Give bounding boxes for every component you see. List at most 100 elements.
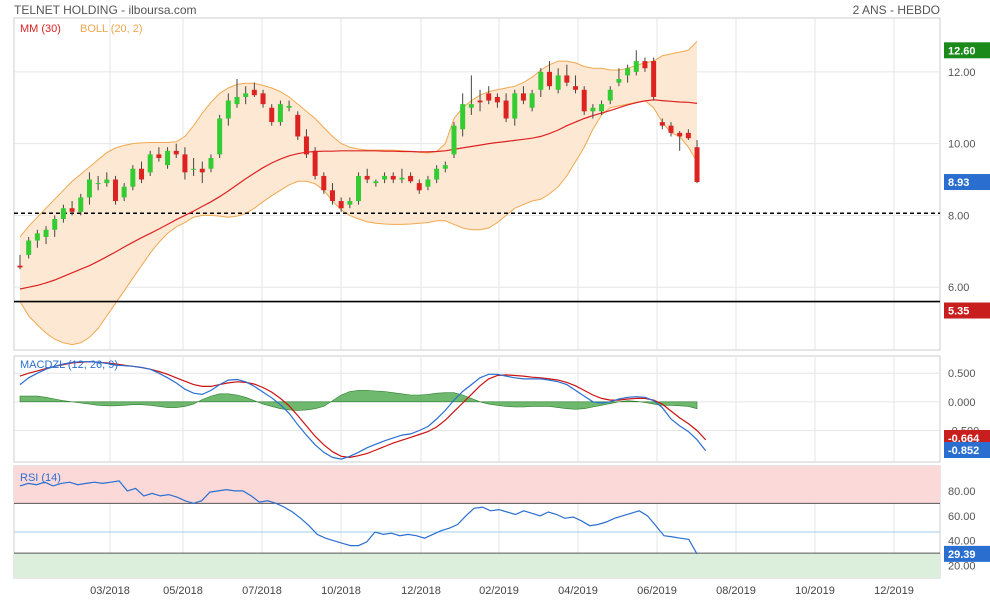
candle-body	[390, 175, 396, 180]
candle-body	[269, 107, 275, 123]
candle-body	[382, 175, 388, 180]
rsi-oversold-zone	[14, 553, 940, 578]
candle-body	[546, 71, 552, 87]
candle-body	[95, 183, 101, 185]
y-tick-label: 40.00	[948, 536, 976, 548]
candle-body	[112, 179, 118, 202]
y-tick-label: 0.500	[948, 368, 976, 380]
candle-body	[191, 168, 197, 170]
candle-body	[555, 75, 561, 90]
candle-body	[529, 93, 535, 108]
price-badge-label: 12.60	[948, 45, 976, 57]
y-tick-label: 12.00	[948, 67, 976, 79]
candle-body	[616, 79, 622, 83]
candle-body	[364, 175, 370, 180]
candle-body	[538, 71, 544, 90]
candle-body	[677, 132, 683, 137]
candle-body	[286, 105, 292, 108]
x-tick-label: 05/2018	[163, 585, 203, 597]
candle-body	[347, 201, 353, 205]
x-tick-label: 10/2018	[321, 585, 361, 597]
legend-entry: BOLL (20, 2)	[80, 23, 143, 35]
candle-body	[260, 93, 266, 105]
candle-body	[408, 175, 414, 182]
candle-body	[434, 168, 440, 180]
x-tick-label: 04/2019	[558, 585, 598, 597]
price-badge-label: 5.35	[948, 306, 969, 318]
candle-body	[460, 104, 466, 130]
candle-body	[581, 89, 587, 112]
candle-body	[78, 197, 84, 212]
candle-body	[642, 61, 648, 69]
candle-body	[685, 132, 691, 139]
candle-body	[321, 175, 327, 191]
ma30-line	[19, 99, 698, 290]
legend-entry: RSI (14)	[20, 472, 61, 484]
macd-badge-label: -0.852	[948, 445, 979, 457]
candle-body	[139, 168, 145, 180]
candle-body	[503, 100, 509, 119]
candle-body	[52, 218, 58, 230]
candle-body	[26, 240, 32, 255]
candle-body	[520, 93, 526, 101]
panel-frame	[13, 355, 941, 463]
candle-body	[303, 136, 309, 155]
price-badge-label: 8.93	[948, 177, 969, 189]
x-tick-label: 07/2018	[242, 585, 282, 597]
candle-body	[312, 150, 318, 176]
candle-body	[494, 96, 500, 103]
x-tick-label: 06/2019	[637, 585, 677, 597]
candle-body	[633, 61, 639, 72]
candle-body	[625, 68, 631, 76]
candle-body	[477, 100, 483, 103]
x-tick-label: 12/2019	[874, 585, 914, 597]
candle-body	[104, 179, 110, 184]
candle-body	[86, 179, 92, 198]
candle-body	[590, 107, 596, 112]
candle-body	[329, 190, 335, 202]
candle-body	[468, 104, 474, 108]
y-tick-label: 20.00	[948, 561, 976, 573]
candle-body	[43, 229, 49, 237]
candle-body	[399, 177, 405, 180]
candle-body	[208, 157, 214, 169]
candle-body	[573, 86, 579, 90]
bollinger-upper-line	[19, 40, 698, 238]
candle-body	[165, 150, 171, 166]
candle-body	[225, 100, 231, 119]
legend-entry: MM (30)	[20, 23, 61, 35]
candle-body	[599, 104, 605, 112]
rsi-line	[19, 480, 698, 555]
y-tick-label: 80.00	[948, 486, 976, 498]
x-tick-label: 02/2019	[479, 585, 519, 597]
candle-body	[121, 186, 127, 198]
candle-body	[217, 118, 223, 155]
candle-body	[425, 179, 431, 187]
y-tick-label: 60.00	[948, 511, 976, 523]
price-panel: 12.00 10.00 8.00 6.00 MM (30) BOLL (20, 2) 12.…	[13, 17, 990, 351]
x-tick-label: 10/2019	[795, 585, 835, 597]
candle-body	[373, 181, 379, 184]
rsi-overbought-zone	[14, 466, 940, 504]
candle-body	[659, 122, 665, 126]
candle-body	[60, 208, 66, 219]
x-axis: 03/2018 05/2018 07/2018 10/2018 12/2018 02/20…	[90, 585, 914, 597]
candle-body	[182, 154, 188, 173]
legend-entry: MACDZL (12, 26, 9)	[20, 359, 118, 371]
y-tick-label: 8.00	[948, 210, 969, 222]
candle-body	[338, 201, 344, 209]
candle-body	[416, 183, 422, 191]
candle-body	[34, 233, 40, 241]
bollinger-lower-line	[19, 100, 698, 346]
x-tick-label: 08/2019	[716, 585, 756, 597]
candle-body	[668, 125, 674, 133]
rsi-badge-label: 29.39	[948, 549, 976, 561]
price-badge	[944, 302, 990, 319]
period-label[interactable]: 2 ANS - HEBDO	[853, 3, 940, 17]
candle-body	[199, 168, 205, 173]
y-tick-label: 6.00	[948, 282, 969, 294]
candle-body	[442, 165, 448, 169]
price-badge	[944, 174, 990, 191]
candle-body	[173, 150, 179, 155]
